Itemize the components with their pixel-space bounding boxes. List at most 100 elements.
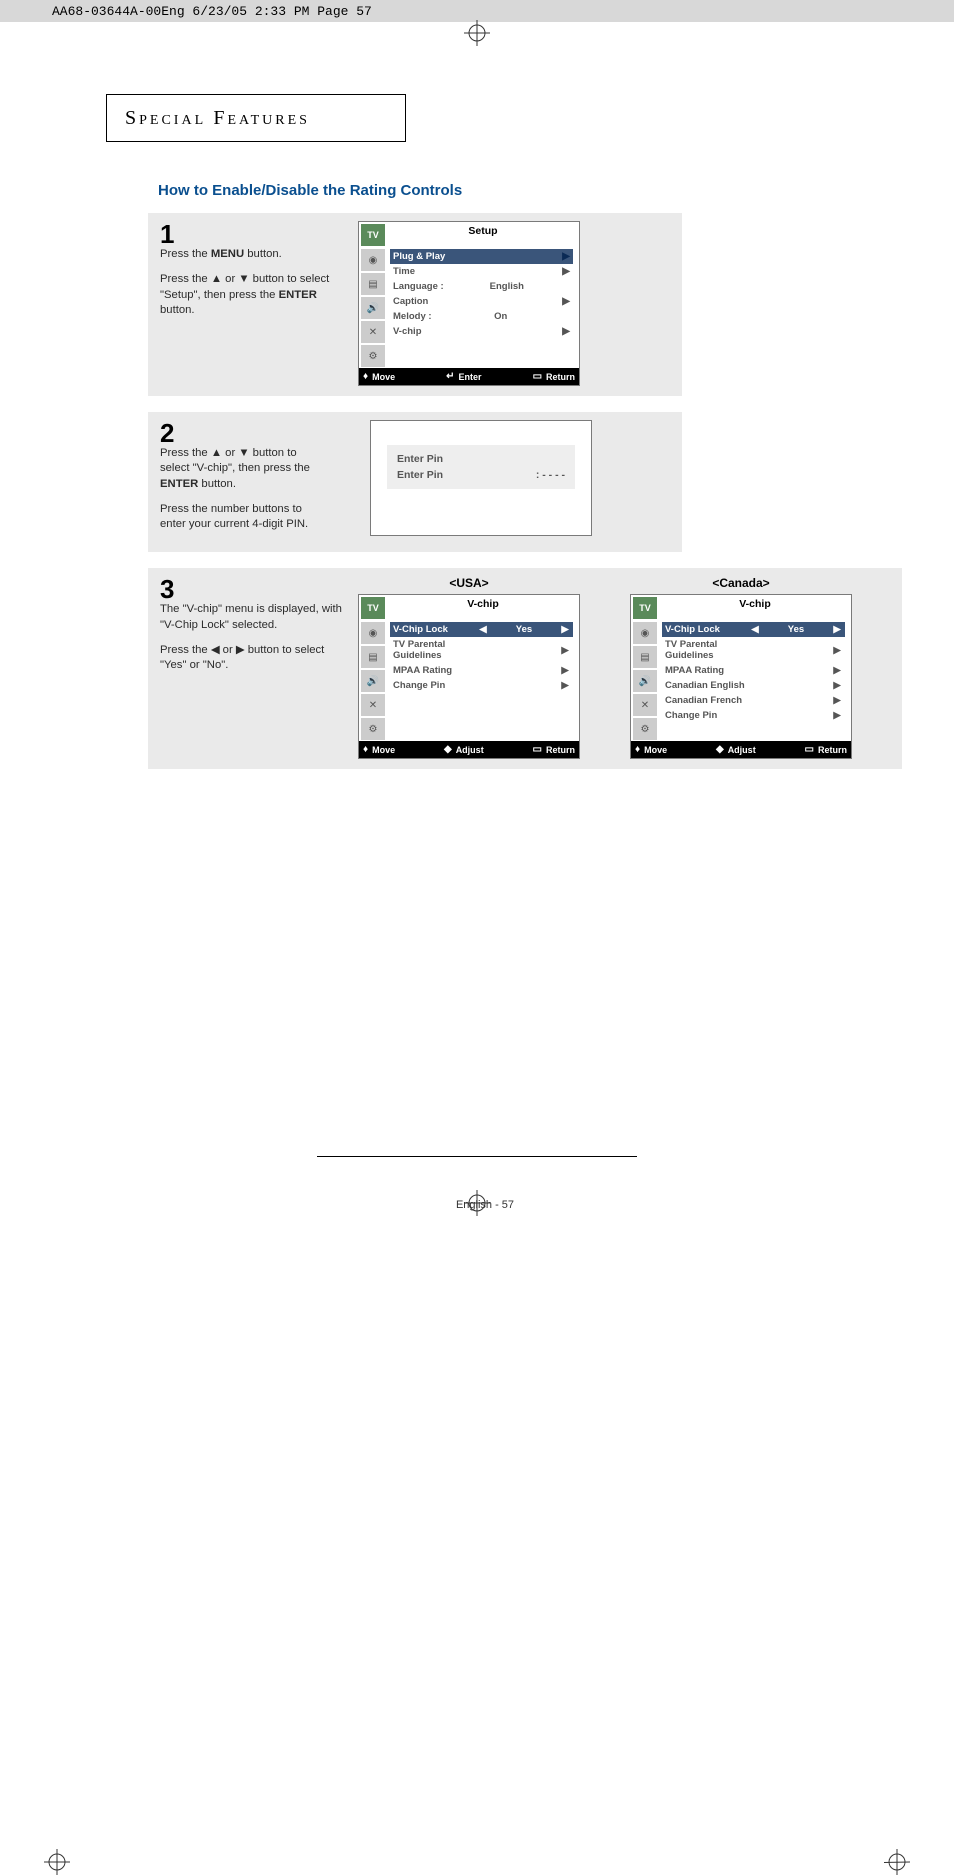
osd-row-label: MPAA Rating [665,665,724,676]
osd-category-icon: ◉ [633,622,657,644]
osd-menu-row: V-chip▶ [390,324,573,339]
right-arrow-icon: ▶ [560,665,570,676]
osd-left-icons: ◉▤🔊✕⚙ [359,248,387,368]
step-2-number: 2 [160,420,312,446]
reg-mark-top-icon [464,20,490,46]
left-arrow-icon: ◀ [478,624,488,635]
return-icon: ▭ [533,744,542,755]
osd-category-icon: ✕ [361,321,385,343]
updown-icon: ♦ [635,744,640,755]
osd-bottom-bar: ♦ Move ↵ Enter ▭ Return [359,368,579,385]
osd-category-icon: ◉ [361,622,385,644]
osd-row-label: Change Pin [393,680,445,691]
right-arrow-icon: ▶ [832,695,842,706]
right-arrow-icon: ▶ [560,645,570,656]
osd-tv-icon: TV [361,224,385,246]
osd-menu-row: Time ▶ [390,264,573,279]
osd-usa-title: V-chip [387,595,579,621]
osd-canada-title: V-chip [659,595,851,621]
osd-menu-row: Change Pin ▶ [390,678,573,693]
osd-category-icon: 🔊 [361,670,385,692]
osd-category-icon: ◉ [361,249,385,271]
step-2-text: 2 Press the ▲ or ▼ button to select "V-c… [160,420,312,542]
osd-return-label: Return [546,372,575,382]
osd-menu-row: TV Parental Guidelines▶ [662,637,845,663]
osd-menu-row: Language : English [390,279,573,294]
osd-row-label: Language : [393,281,444,292]
osd-menu-row: Canadian English▶ [662,678,845,693]
osd-row-label: TV Parental Guidelines [665,639,750,661]
pin-label: Enter Pin [397,469,443,481]
osd-category-icon: ⚙ [361,345,385,367]
print-crop-header: AA68-03644A-00Eng 6/23/05 2:33 PM Page 5… [0,0,954,22]
osd-menu-row: Melody : On [390,309,573,324]
osd-category-icon: ⚙ [361,718,385,740]
right-arrow-icon: ▶ [832,624,842,635]
reg-mark-bottom-icon [464,1190,490,1216]
updown-icon: ♦ [363,371,368,382]
step-1-block: 1 Press the MENU button. Press the ▲ or … [148,213,682,396]
osd-move-label: Move [644,745,667,755]
osd-row-value: Yes [766,624,826,635]
leftright-icon: ◆ [444,744,452,755]
osd-adjust-label: Adjust [728,745,756,755]
osd-row-label: Time [393,266,415,277]
osd-row-label: Canadian French [665,695,742,706]
step-3-number: 3 [160,576,346,602]
osd-menu-row: Canadian French ▶ [662,693,845,708]
osd-menu-row: Caption ▶ [390,294,573,309]
osd-category-icon: ▤ [633,646,657,668]
left-arrow-icon: ◀ [750,624,760,635]
osd-category-icon: ▤ [361,646,385,668]
osd-tv-icon: TV [633,597,657,619]
right-arrow-icon: ▶ [832,665,842,676]
reg-mark-left-icon [44,1849,70,1875]
osd-vchip-usa: TV V-chip ◉▤🔊✕⚙ V-Chip Lock◀Yes▶TV Paren… [358,594,580,759]
osd-bottom-bar: ♦ Move ◆ Adjust ▭ Return [359,741,579,758]
bottom-crop-line [317,1156,637,1157]
osd-move-label: Move [372,745,395,755]
osd-row-value: English [477,281,537,292]
osd-menu-row: V-Chip Lock ◀ Yes ▶ [390,622,573,637]
right-arrow-icon: ▶ [562,326,570,337]
osd-category-icon: ▤ [361,273,385,295]
osd-row-label: Caption [393,296,428,307]
osd-row-label: V-Chip Lock [393,624,448,635]
osd-row-label: Melody : [393,311,432,322]
osd-usa-list: V-Chip Lock ◀ Yes ▶ TV Parental Guidelines ▶ M… [387,621,579,741]
section-header: SPECIAL FEATURES [106,94,406,142]
return-icon: ▭ [533,371,542,382]
osd-category-icon: ⚙ [633,718,657,740]
osd-canada-list: V-Chip Lock◀Yes▶TV Parental Guidelines▶M… [659,621,851,741]
osd-category-icon: ✕ [633,694,657,716]
right-arrow-icon: ▶ [562,251,570,262]
osd-menu-row: Change Pin▶ [662,708,845,723]
osd-row-label: TV Parental Guidelines [393,639,478,661]
step-2-block: 2 Press the ▲ or ▼ button to select "V-c… [148,412,682,552]
osd-row-value: Yes [494,624,554,635]
right-arrow-icon: ▶ [560,624,570,635]
right-arrow-icon: ▶ [832,680,842,691]
osd-row-label: V-Chip Lock [665,624,720,635]
osd-adjust-label: Adjust [456,745,484,755]
right-arrow-icon: ▶ [832,710,842,721]
osd-enter-label: Enter [459,372,482,382]
canada-label: <Canada> [630,576,852,590]
osd-category-icon: ✕ [361,694,385,716]
right-arrow-icon: ▶ [562,266,570,277]
section-header-text: SPECIAL FEATURES [125,107,310,130]
osd-left-icons: ◉▤🔊✕⚙ [631,621,659,741]
step-3-p1: The "V-chip" menu is displayed, with "V-… [160,602,346,633]
osd-return-label: Return [546,745,575,755]
right-arrow-icon: ▶ [562,296,570,307]
osd-menu-row: Plug & Play▶ [390,249,573,264]
osd-row-label: MPAA Rating [393,665,452,676]
osd-vchip-canada: TV V-chip ◉▤🔊✕⚙ V-Chip Lock ◀ Yes ▶ TV Paren… [630,594,852,759]
osd-setup-menu: TV Setup ◉▤🔊✕⚙ Plug & Play▶Time▶Language… [358,221,580,386]
osd-bottom-bar: ♦ Move ◆ Adjust ▭ Return [631,741,851,758]
usa-label: <USA> [358,576,580,590]
pin-value: : - - - - [536,469,565,481]
osd-setup-list: Plug & Play▶ Time ▶ Language : English Captio… [387,248,579,368]
osd-row-value: On [471,311,531,322]
right-arrow-icon: ▶ [560,680,570,691]
